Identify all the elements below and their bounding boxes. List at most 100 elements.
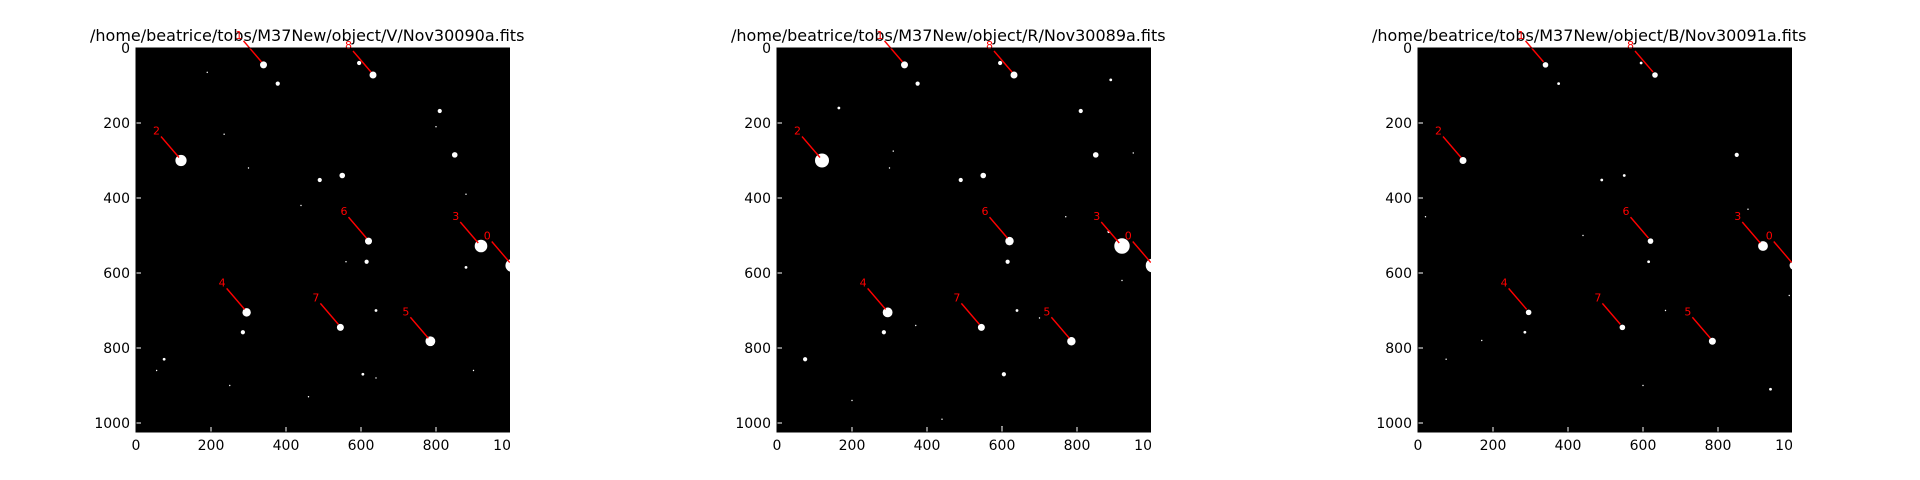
star-point — [998, 60, 1003, 66]
x-tick-label: 400 — [914, 438, 941, 454]
star-point — [260, 61, 267, 69]
star-point — [242, 308, 251, 317]
marker-arrow — [960, 302, 980, 325]
marker-label: 6 — [982, 205, 989, 218]
star-point — [1445, 358, 1447, 360]
y-tick-label: 0 — [1403, 41, 1412, 57]
star-point — [437, 108, 442, 114]
star-point — [977, 323, 985, 331]
star-point — [1065, 216, 1067, 218]
x-tick-label: 200 — [839, 438, 866, 454]
star-point — [464, 265, 468, 269]
star-point — [1005, 236, 1014, 246]
marker-arrow — [1773, 241, 1792, 263]
marker-label: 0 — [484, 230, 491, 243]
marker-arrow — [1132, 241, 1151, 263]
x-tick-label: 600 — [989, 438, 1016, 454]
x-tick-label: 1000 — [1134, 438, 1151, 454]
x-tick-label: 200 — [1480, 438, 1507, 454]
x-tick-label: 1000 — [1775, 438, 1792, 454]
marker-label: 4 — [219, 276, 226, 289]
star-point — [364, 259, 369, 264]
star-point — [941, 418, 943, 420]
star-point — [1619, 324, 1626, 331]
y-tick-label: 1000 — [735, 416, 771, 432]
star-point — [1758, 241, 1768, 251]
chart-title: /home/beatrice/tobs/M37New/object/V/Nov3… — [90, 26, 525, 45]
star-point — [815, 153, 829, 168]
x-tick-label: 800 — [1064, 438, 1091, 454]
star-point — [1523, 330, 1527, 334]
marker-arrow — [491, 241, 510, 263]
star-point — [206, 71, 208, 74]
marker-label: 2 — [153, 125, 160, 138]
star-point — [1109, 78, 1113, 82]
star-point — [300, 204, 302, 207]
marker-arrow — [993, 50, 1013, 73]
x-tick-label: 600 — [348, 438, 375, 454]
star-point — [851, 399, 853, 402]
star-point — [803, 357, 808, 362]
y-tick-label: 1000 — [94, 416, 130, 432]
star-point — [892, 150, 894, 152]
marker-label: 7 — [312, 291, 319, 304]
star-point — [369, 71, 377, 79]
marker-arrow — [1634, 50, 1654, 73]
y-tick-label: 200 — [744, 116, 771, 132]
star-point — [465, 193, 467, 195]
star-point — [1015, 309, 1019, 312]
marker-arrow — [1629, 216, 1650, 239]
plot-frame — [1417, 47, 1792, 433]
star-point — [915, 324, 917, 327]
star-point — [1622, 174, 1626, 177]
marker-label: 0 — [1766, 230, 1773, 243]
star-point — [339, 172, 346, 179]
marker-label: 6 — [341, 205, 348, 218]
marker-arrow — [1691, 316, 1711, 339]
marker-label: 1 — [1518, 29, 1525, 42]
star-point — [1481, 339, 1483, 342]
star-point — [1664, 309, 1667, 312]
marker-label: 3 — [1734, 210, 1741, 223]
marker-arrow — [883, 40, 904, 63]
y-tick-label: 800 — [103, 341, 130, 357]
star-point — [472, 369, 475, 372]
marker-arrow — [347, 216, 368, 239]
chart-plot: 1826347500200400600800100002004006008001… — [1376, 29, 1792, 454]
marker-arrow — [988, 216, 1009, 239]
chart-panel-r: /home/beatrice/tobs/M37New/object/R/Nov3… — [731, 0, 1166, 480]
chart-panel-v: /home/beatrice/tobs/M37New/object/V/Nov3… — [90, 0, 524, 480]
y-tick-label: 0 — [762, 41, 771, 57]
star-point — [980, 172, 987, 179]
marker-arrow — [801, 136, 821, 158]
y-tick-label: 800 — [1385, 341, 1412, 357]
marker-label: 0 — [1125, 230, 1132, 243]
star-point — [357, 60, 362, 66]
star-point — [1788, 294, 1790, 297]
star-point — [958, 177, 963, 183]
star-point — [162, 357, 166, 361]
marker-label: 7 — [1594, 291, 1601, 304]
star-point — [1010, 71, 1018, 79]
plot-frame — [776, 47, 1151, 433]
marker-arrow — [1601, 302, 1621, 325]
star-point — [175, 154, 187, 167]
marker-label: 8 — [345, 39, 352, 52]
star-point — [1582, 234, 1584, 237]
marker-label: 7 — [953, 291, 960, 304]
star-point — [1542, 62, 1549, 68]
star-point — [1001, 372, 1006, 377]
marker-label: 5 — [1684, 305, 1691, 318]
y-tick-label: 600 — [103, 266, 130, 282]
marker-label: 1 — [236, 29, 243, 42]
marker-label: 4 — [1501, 276, 1508, 289]
y-tick-label: 600 — [744, 266, 771, 282]
y-tick-label: 1000 — [1376, 416, 1412, 432]
plot-area — [1418, 48, 1792, 432]
marker-arrow — [409, 316, 429, 339]
x-tick-label: 0 — [1414, 438, 1423, 454]
marker-label: 1 — [877, 29, 884, 42]
marker-arrow — [1508, 287, 1528, 310]
x-tick-label: 0 — [773, 438, 782, 454]
star-point — [247, 167, 250, 169]
